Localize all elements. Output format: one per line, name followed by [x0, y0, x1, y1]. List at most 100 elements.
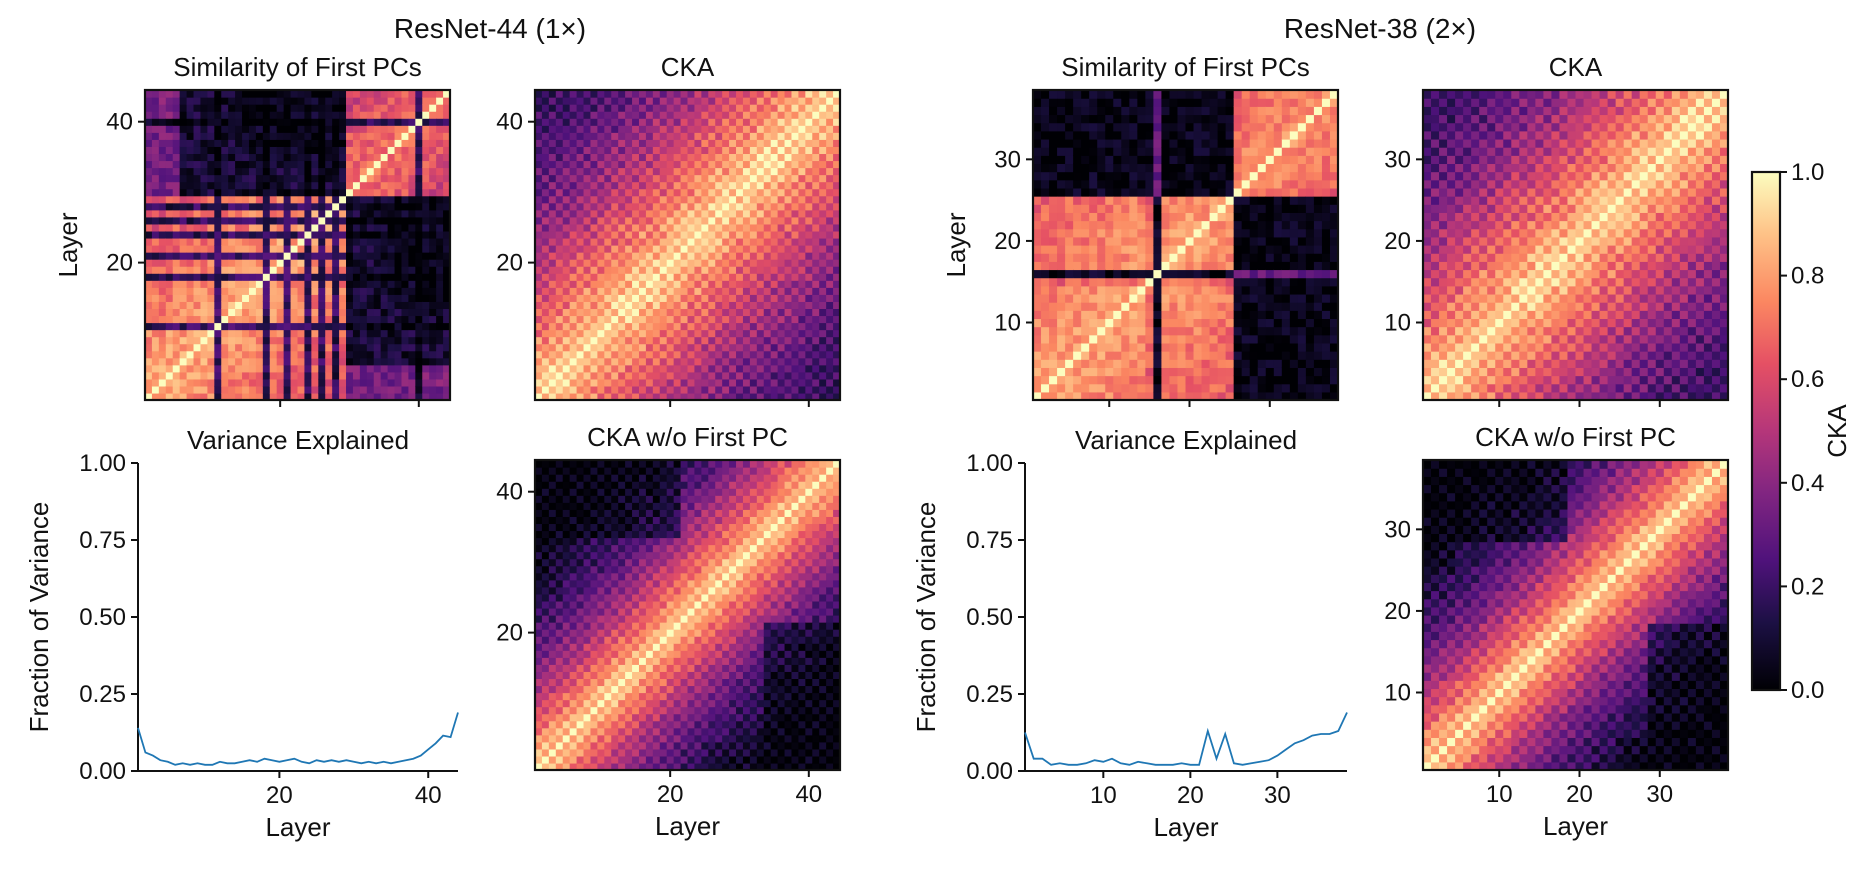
heatmap-cell	[325, 188, 333, 197]
heatmap-cell	[659, 586, 668, 595]
heatmap-cell	[638, 167, 647, 176]
heatmap-cell	[548, 460, 557, 468]
heatmap-cell	[408, 336, 416, 345]
heatmap-cell	[645, 734, 654, 743]
heatmap-cell	[339, 322, 347, 331]
heatmap-cell	[659, 551, 668, 560]
heatmap-cell	[812, 216, 820, 225]
heatmap-cell	[359, 195, 368, 204]
heatmap-cell	[193, 118, 202, 126]
heatmap-cell	[179, 357, 188, 366]
heatmap-cell	[680, 350, 689, 359]
heatmap-cell	[548, 132, 557, 140]
heatmap-cell	[269, 174, 278, 183]
heatmap-cell	[687, 481, 696, 489]
heatmap-cell	[736, 97, 744, 105]
heatmap-cell	[819, 371, 827, 380]
heatmap-cell	[186, 132, 195, 140]
heatmap-cell	[722, 371, 730, 380]
heatmap-cell	[597, 371, 605, 380]
heatmap-cell	[618, 378, 626, 387]
heatmap-cell	[145, 371, 153, 380]
heatmap-cell	[569, 329, 578, 338]
heatmap-cell	[597, 322, 605, 331]
heatmap-cell	[708, 252, 716, 260]
heatmap-cell	[207, 167, 215, 176]
heatmap-cell	[770, 371, 779, 380]
heatmap-cell	[583, 460, 592, 468]
heatmap-cell	[652, 118, 661, 126]
heatmap-cell	[415, 357, 423, 366]
heatmap-cell	[429, 195, 437, 204]
heatmap-cell	[304, 160, 312, 169]
heatmap-cell	[207, 364, 215, 373]
heatmap-cell	[255, 266, 264, 274]
heatmap-cell	[541, 146, 550, 155]
heatmap-cell	[590, 146, 598, 155]
heatmap-cell	[632, 467, 640, 475]
heatmap-cell	[694, 294, 702, 302]
heatmap-cell	[729, 301, 737, 310]
heatmap-cell	[242, 364, 250, 373]
heatmap-cell	[590, 544, 598, 553]
heatmap-cell	[687, 636, 696, 644]
heatmap-cell	[632, 544, 640, 553]
heatmap-cell	[638, 153, 647, 162]
heatmap-cell	[777, 301, 786, 310]
heatmap-cell	[673, 650, 682, 658]
heatmap-cell	[373, 153, 382, 162]
heatmap-cell	[687, 336, 696, 345]
heatmap-cell	[548, 741, 557, 750]
heatmap-cell	[819, 245, 827, 253]
heatmap-cell	[763, 294, 772, 302]
y-tick-label: 0.75	[79, 527, 126, 554]
heatmap-cell	[179, 237, 188, 246]
heatmap-cell	[645, 301, 654, 310]
heatmap-cell	[805, 301, 813, 310]
heatmap-cell	[798, 308, 806, 317]
heatmap-cell	[687, 322, 696, 331]
heatmap-cell	[548, 392, 557, 401]
heatmap-cell	[548, 713, 557, 722]
heatmap-cell	[562, 572, 571, 581]
heatmap-cell	[318, 181, 326, 190]
heatmap-cell	[269, 308, 278, 317]
heatmap-cell	[701, 315, 709, 324]
heatmap-cell	[597, 762, 605, 771]
heatmap-cell	[666, 727, 675, 736]
heatmap-cell	[701, 202, 709, 211]
heatmap-cell	[158, 174, 167, 183]
heatmap-cell	[165, 237, 174, 246]
heatmap-cell	[791, 252, 800, 260]
heatmap-cell	[777, 259, 786, 267]
heatmap-cell	[763, 223, 772, 232]
heatmap-cell	[380, 132, 389, 140]
heatmap-cell	[541, 322, 550, 331]
heatmap-cell	[687, 572, 696, 581]
heatmap-cell	[408, 230, 416, 239]
heatmap-cell	[394, 266, 403, 274]
heatmap-cell	[694, 615, 702, 623]
heatmap-cell	[555, 607, 564, 616]
heatmap-cell	[805, 90, 813, 98]
heatmap-cell	[325, 287, 333, 295]
heatmap-cell	[763, 216, 772, 225]
heatmap-cell	[555, 160, 564, 169]
heatmap-cell	[235, 287, 243, 295]
y-tick-label: 20	[106, 250, 133, 277]
heatmap-cell	[151, 139, 160, 147]
heatmap-cell	[576, 216, 585, 225]
heatmap-cell	[332, 392, 340, 401]
heatmap-cell	[535, 495, 543, 503]
heatmap-cell	[283, 153, 292, 162]
heatmap-cell	[819, 385, 827, 394]
heatmap-cell	[193, 188, 202, 197]
heatmap-cell	[380, 118, 389, 126]
heatmap-cell	[436, 160, 444, 169]
heatmap-cell	[680, 111, 689, 119]
heatmap-cell	[625, 195, 633, 204]
heatmap-cell	[555, 643, 564, 651]
heatmap-cell	[680, 755, 689, 764]
heatmap-cell	[380, 315, 389, 324]
heatmap-cell	[638, 643, 647, 651]
